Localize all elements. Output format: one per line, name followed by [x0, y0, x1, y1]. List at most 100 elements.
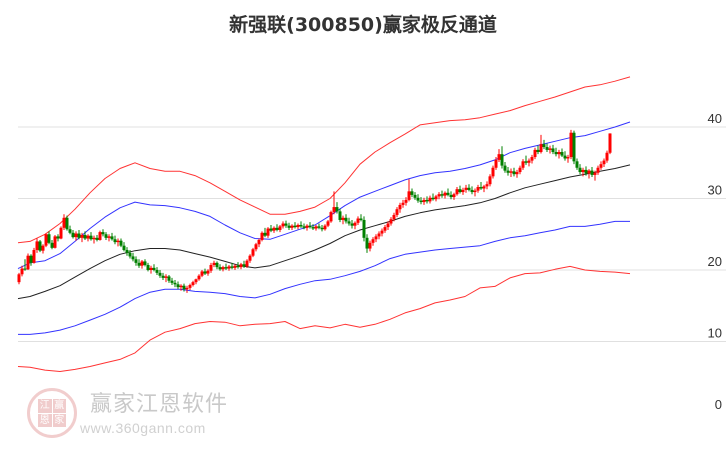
- candle: [101, 229, 105, 237]
- candle: [131, 252, 135, 262]
- candle: [488, 174, 492, 187]
- candle: [314, 224, 318, 231]
- candle: [434, 194, 438, 202]
- candle-body: [203, 271, 207, 274]
- candle: [224, 263, 228, 270]
- candle: [161, 272, 165, 281]
- candle: [335, 202, 339, 214]
- candle: [215, 261, 219, 270]
- candle: [164, 274, 168, 283]
- candle-body: [266, 228, 270, 236]
- candle-body: [425, 199, 429, 202]
- candle: [65, 215, 69, 231]
- candle: [89, 232, 93, 241]
- candle-body: [140, 261, 144, 266]
- candle-body: [224, 267, 228, 269]
- candle: [359, 214, 363, 222]
- candle-body: [581, 169, 585, 173]
- candle-body: [566, 157, 570, 159]
- candle-body: [188, 285, 192, 288]
- candle: [554, 147, 558, 157]
- candle-body: [527, 160, 531, 163]
- y-axis-labels: 0 10 20 30 40: [708, 111, 722, 412]
- candle-body: [533, 149, 537, 158]
- candle-body: [212, 262, 216, 265]
- candle: [218, 264, 222, 271]
- candle-body: [35, 241, 39, 250]
- candle-body: [464, 187, 468, 190]
- candle: [590, 167, 594, 178]
- candle: [365, 234, 369, 253]
- candle-body: [467, 187, 471, 190]
- candle-body: [599, 164, 603, 168]
- candle-body: [605, 152, 609, 161]
- candle-body: [329, 212, 333, 222]
- candle-body: [548, 148, 552, 150]
- candle-body: [71, 232, 75, 238]
- candle: [86, 234, 90, 242]
- candle-body: [542, 144, 546, 148]
- candle: [458, 185, 462, 194]
- candle-body: [152, 267, 156, 270]
- candle-body: [404, 199, 408, 203]
- candle: [29, 254, 33, 266]
- candle: [533, 147, 537, 160]
- candle: [149, 265, 153, 274]
- candle-body: [209, 264, 213, 271]
- candle-body: [362, 219, 366, 238]
- candle-body: [44, 234, 48, 246]
- candle-body: [386, 223, 390, 228]
- candle-body: [500, 154, 504, 166]
- candle: [521, 159, 525, 170]
- candle: [503, 162, 507, 173]
- candle-body: [182, 285, 186, 290]
- candle-body: [479, 187, 483, 189]
- candle: [368, 240, 372, 252]
- candle: [560, 148, 564, 158]
- candle: [527, 158, 531, 167]
- candle-body: [308, 225, 312, 228]
- candle: [287, 222, 291, 230]
- candle: [443, 191, 447, 199]
- watermark-logo-char: 赢: [52, 399, 66, 413]
- y-tick-label: 40: [708, 111, 722, 126]
- candle-body: [461, 189, 465, 193]
- candle-body: [119, 240, 123, 246]
- candle-body: [176, 284, 180, 288]
- candle: [116, 238, 120, 247]
- candle: [260, 231, 264, 242]
- candle: [119, 238, 123, 248]
- candle: [254, 242, 258, 252]
- candlesticks: [17, 129, 612, 293]
- candle: [278, 224, 282, 233]
- candle: [188, 283, 192, 291]
- candle: [275, 224, 279, 232]
- candle-body: [458, 189, 462, 193]
- candle-body: [419, 200, 423, 203]
- candle: [140, 259, 144, 269]
- watermark-logo-icon: 江 赢 恩 家: [27, 388, 77, 438]
- candle: [386, 221, 390, 230]
- candle: [347, 217, 351, 226]
- candle-body: [428, 197, 432, 202]
- candle-body: [287, 225, 291, 228]
- candle: [482, 184, 486, 193]
- candle-body: [251, 249, 255, 256]
- candle: [398, 202, 402, 213]
- candle: [113, 235, 117, 245]
- candle: [479, 182, 483, 190]
- candle: [74, 231, 78, 241]
- candle: [293, 222, 297, 229]
- candle: [341, 215, 345, 225]
- candle: [125, 247, 129, 256]
- candle: [563, 151, 567, 161]
- candle: [110, 232, 114, 241]
- candle-body: [407, 191, 411, 200]
- candle-body: [311, 227, 315, 229]
- candle: [470, 186, 474, 195]
- candle-body: [134, 259, 138, 263]
- candle: [539, 134, 543, 154]
- candle: [20, 265, 24, 277]
- candle: [362, 216, 366, 242]
